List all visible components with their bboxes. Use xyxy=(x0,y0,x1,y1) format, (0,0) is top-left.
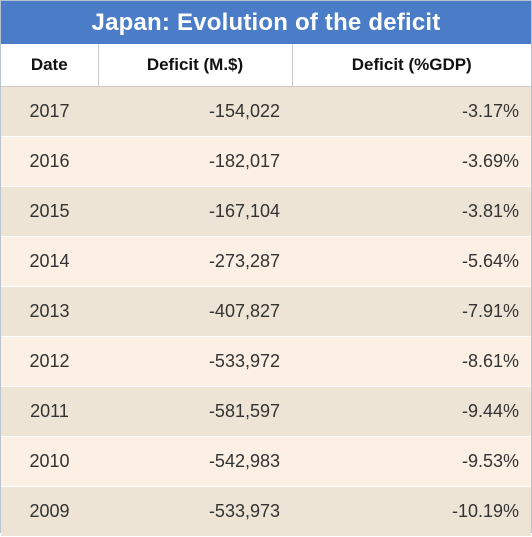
cell-date: 2010 xyxy=(1,436,98,487)
cell-deficit-pct-gdp: -10.19% xyxy=(292,486,531,537)
cell-deficit-musd: -182,017 xyxy=(98,136,292,187)
table-row: 2012 -533,972 -8.61% xyxy=(1,336,531,387)
header-date: Date xyxy=(1,44,99,87)
cell-date: 2011 xyxy=(1,386,98,437)
table-row: 2015 -167,104 -3.81% xyxy=(1,186,531,237)
table-row: 2010 -542,983 -9.53% xyxy=(1,436,531,487)
table-row: 2016 -182,017 -3.69% xyxy=(1,136,531,187)
deficit-table: Date Deficit (M.$) Deficit (%GDP) 2017 -1… xyxy=(1,44,531,537)
cell-deficit-pct-gdp: -3.17% xyxy=(292,86,531,137)
table-row: 2013 -407,827 -7.91% xyxy=(1,286,531,337)
header-deficit-musd: Deficit (M.$) xyxy=(98,44,293,87)
cell-deficit-pct-gdp: -3.81% xyxy=(292,186,531,237)
header-deficit-pct-gdp: Deficit (%GDP) xyxy=(292,44,531,87)
cell-deficit-musd: -581,597 xyxy=(98,386,292,437)
cell-date: 2015 xyxy=(1,186,98,237)
cell-deficit-pct-gdp: -8.61% xyxy=(292,336,531,387)
cell-date: 2012 xyxy=(1,336,98,387)
cell-deficit-musd: -154,022 xyxy=(98,86,292,137)
cell-date: 2014 xyxy=(1,236,98,287)
table-row: 2009 -533,973 -10.19% xyxy=(1,486,531,537)
cell-deficit-musd: -407,827 xyxy=(98,286,292,337)
cell-deficit-musd: -533,973 xyxy=(98,486,292,537)
cell-deficit-musd: -542,983 xyxy=(98,436,292,487)
table-row: 2011 -581,597 -9.44% xyxy=(1,386,531,437)
cell-deficit-pct-gdp: -9.44% xyxy=(292,386,531,437)
cell-date: 2016 xyxy=(1,136,98,187)
cell-deficit-pct-gdp: -7.91% xyxy=(292,286,531,337)
cell-date: 2013 xyxy=(1,286,98,337)
cell-deficit-musd: -273,287 xyxy=(98,236,292,287)
table-body: 2017 -154,022 -3.17% 2016 -182,017 -3.69% 2015… xyxy=(1,86,531,537)
table-title: Japan: Evolution of the deficit xyxy=(1,1,531,44)
table-row: 2017 -154,022 -3.17% xyxy=(1,86,531,137)
header-row: Date Deficit (M.$) Deficit (%GDP) xyxy=(1,44,531,87)
cell-date: 2017 xyxy=(1,86,98,137)
cell-deficit-pct-gdp: -5.64% xyxy=(292,236,531,287)
cell-deficit-pct-gdp: -3.69% xyxy=(292,136,531,187)
cell-date: 2009 xyxy=(1,486,98,537)
table-row: 2014 -273,287 -5.64% xyxy=(1,236,531,287)
cell-deficit-musd: -533,972 xyxy=(98,336,292,387)
cell-deficit-musd: -167,104 xyxy=(98,186,292,237)
cell-deficit-pct-gdp: -9.53% xyxy=(292,436,531,487)
